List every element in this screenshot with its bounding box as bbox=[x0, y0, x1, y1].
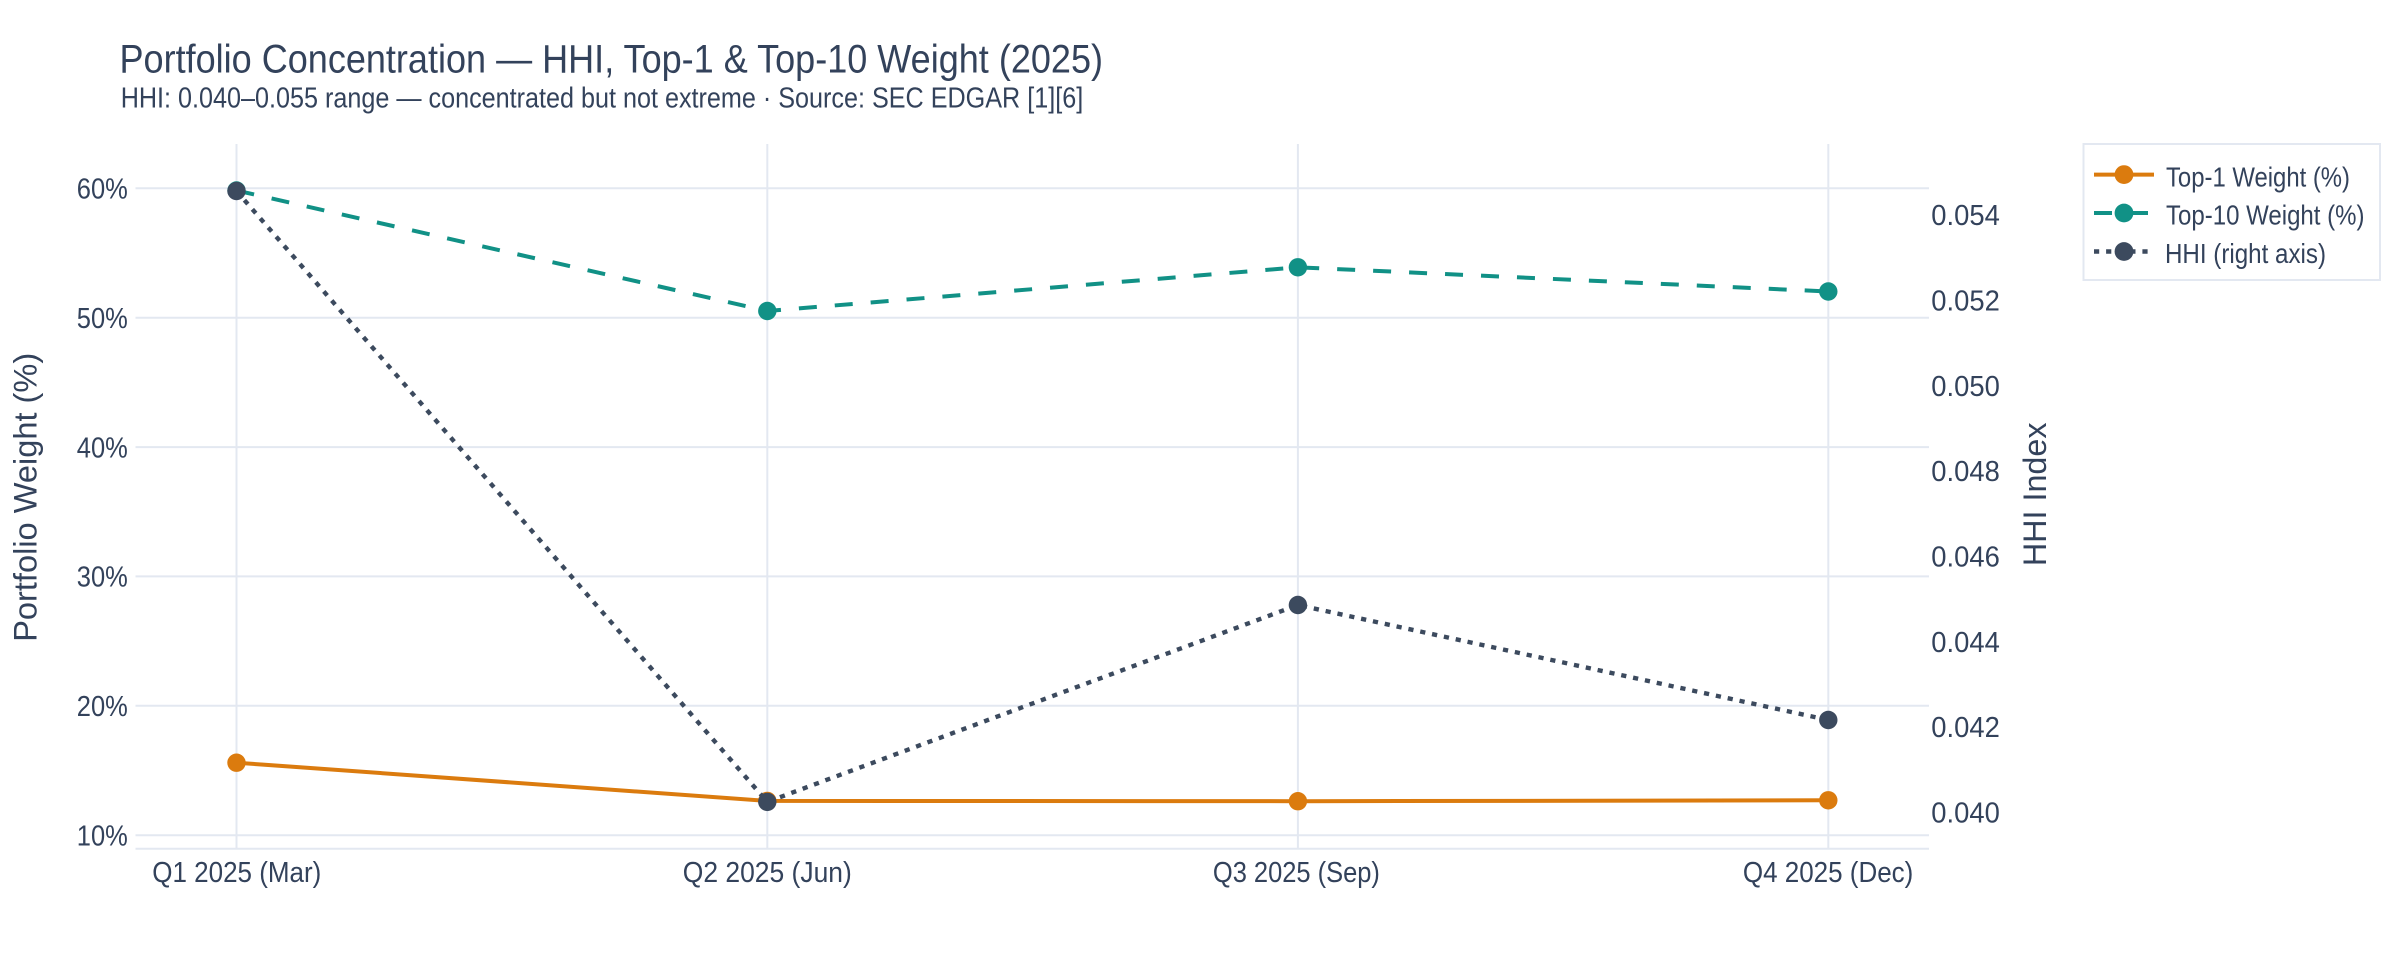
svg-text:HHI (right axis): HHI (right axis) bbox=[2165, 238, 2326, 269]
svg-text:0.046: 0.046 bbox=[1931, 542, 2000, 574]
svg-text:50%: 50% bbox=[77, 303, 128, 335]
svg-text:Top-1 Weight (%): Top-1 Weight (%) bbox=[2166, 161, 2350, 192]
svg-text:20%: 20% bbox=[77, 691, 128, 723]
svg-text:10%: 10% bbox=[77, 821, 128, 853]
svg-text:0.054: 0.054 bbox=[1931, 200, 2000, 232]
svg-text:Q3 2025 (Sep): Q3 2025 (Sep) bbox=[1213, 857, 1380, 889]
svg-text:0.042: 0.042 bbox=[1931, 712, 2000, 744]
svg-text:Q1 2025 (Mar): Q1 2025 (Mar) bbox=[152, 857, 321, 889]
svg-text:60%: 60% bbox=[77, 174, 128, 206]
svg-text:Portfolio Weight (%): Portfolio Weight (%) bbox=[8, 353, 44, 642]
svg-text:Top-10 Weight (%): Top-10 Weight (%) bbox=[2166, 200, 2365, 231]
svg-text:Q4 2025 (Dec): Q4 2025 (Dec) bbox=[1743, 857, 1914, 889]
svg-text:Q2 2025 (Jun): Q2 2025 (Jun) bbox=[683, 857, 852, 889]
svg-text:0.044: 0.044 bbox=[1931, 627, 2000, 659]
svg-text:30%: 30% bbox=[77, 562, 128, 594]
svg-text:HHI: 0.040–0.055 range — conce: HHI: 0.040–0.055 range — concentrated bu… bbox=[121, 83, 1083, 115]
svg-text:0.052: 0.052 bbox=[1931, 285, 2000, 317]
svg-text:0.040: 0.040 bbox=[1931, 798, 2000, 830]
svg-text:Portfolio Concentration — HHI,: Portfolio Concentration — HHI, Top-1 & T… bbox=[120, 38, 1104, 82]
svg-text:HHI Index: HHI Index bbox=[2017, 422, 2053, 566]
svg-text:0.048: 0.048 bbox=[1931, 456, 2000, 488]
svg-text:40%: 40% bbox=[77, 432, 128, 464]
svg-text:0.050: 0.050 bbox=[1931, 371, 2000, 403]
